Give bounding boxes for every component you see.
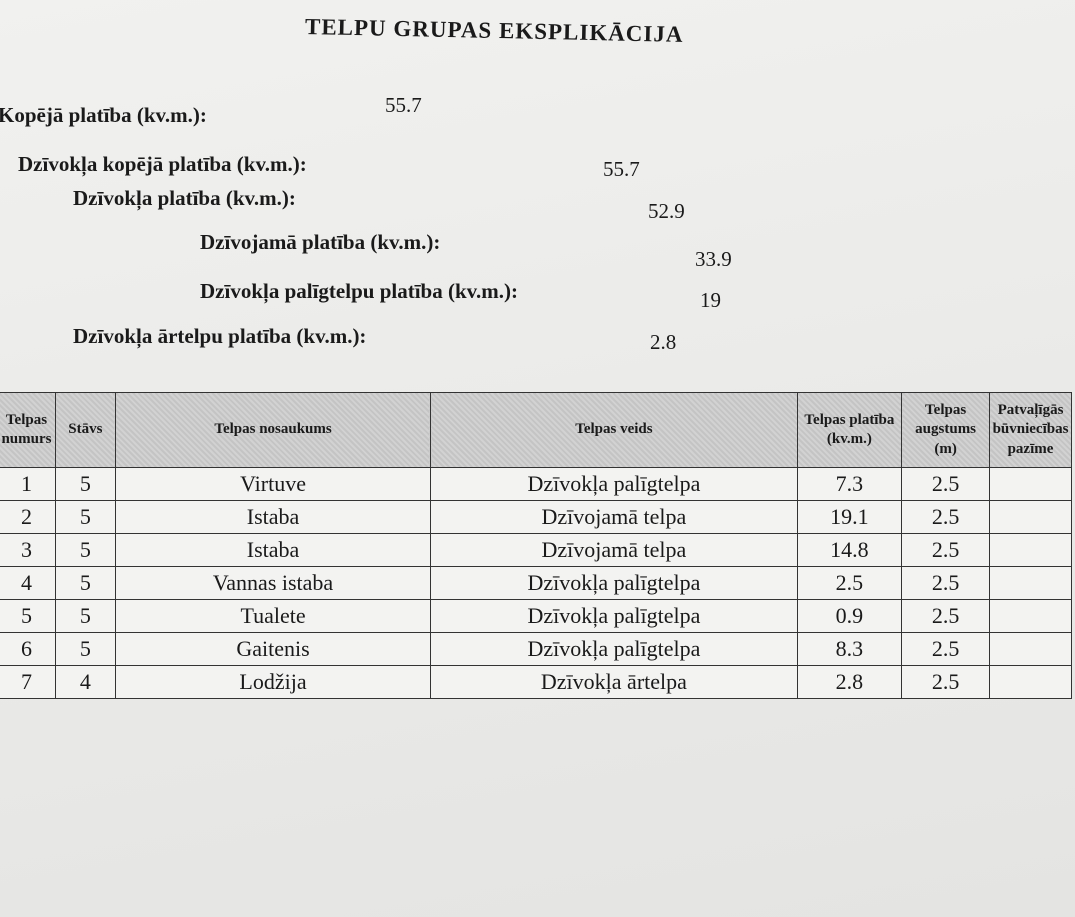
summary-value: 52.9 — [648, 199, 685, 223]
summary-label: Dzīvokļa platība (kv.m.): — [73, 186, 296, 210]
table-row: 5 5 Tualete Dzīvokļa palīgtelpa 0.9 2.5 — [0, 599, 1072, 633]
table-cell: Dzīvokļa ārtelpa — [430, 665, 798, 699]
summary-value: 55.7 — [603, 157, 640, 181]
title: TELPU GRUPAS EKSPLIKĀCIJA — [304, 14, 684, 47]
summary-label: Kopējā platība (kv.m.): — [0, 103, 207, 127]
table-cell: Dzīvokļa palīgtelpa — [430, 566, 798, 600]
table-body: 1 5 Virtuve Dzīvokļa palīgtelpa 7.3 2.5 2 5 Ista… — [0, 467, 1072, 699]
table-cell: 19.1 — [796, 500, 903, 534]
summary-label: Dzīvokļa palīgtelpu platība (kv.m.): — [200, 279, 518, 303]
table-cell: Dzīvojamā telpa — [430, 500, 798, 534]
table-cell: 4 — [54, 665, 116, 699]
table-cell: 3 — [0, 533, 56, 567]
table-cell: 0.9 — [796, 599, 903, 633]
table-cell: 5 — [54, 533, 116, 567]
column-header: Telpas numurs — [0, 392, 56, 468]
table-cell: 2.5 — [901, 467, 991, 501]
table-cell: 5 — [54, 500, 116, 534]
table-row: 2 5 Istaba Dzīvojamā telpa 19.1 2.5 — [0, 500, 1072, 534]
table-cell: 2.5 — [901, 566, 991, 600]
table-cell: 2 — [0, 500, 56, 534]
column-header: Telpas platība (kv.m.) — [796, 392, 903, 468]
table-cell: Dzīvokļa palīgtelpa — [430, 632, 798, 666]
header-row: Telpas numurs Stāvs Telpas nosaukums Telpas… — [0, 392, 1072, 468]
table-cell: 6 — [0, 632, 56, 666]
table-cell: 8.3 — [796, 632, 903, 666]
table-cell: 2.5 — [901, 500, 991, 534]
room-table: Telpas numurs Stāvs Telpas nosaukums Telpas… — [0, 392, 1072, 699]
empty-cell — [989, 632, 1072, 666]
column-header: Telpas veids — [430, 392, 798, 468]
column-header: Telpas nosaukums — [114, 392, 432, 468]
table-cell: Virtuve — [114, 467, 432, 501]
table-cell: 2.5 — [901, 665, 991, 699]
table-cell: Dzīvojamā telpa — [430, 533, 798, 567]
summary-label: Dzīvojamā platība (kv.m.): — [200, 230, 441, 254]
table-cell: 5 — [54, 566, 116, 600]
empty-cell — [989, 599, 1072, 633]
empty-cell — [989, 566, 1072, 600]
table-cell: Dzīvokļa palīgtelpa — [430, 599, 798, 633]
table-cell: 5 — [54, 599, 116, 633]
table-row: 7 4 Lodžija Dzīvokļa ārtelpa 2.8 2.5 — [0, 665, 1072, 699]
column-header: Patvaļīgās būvniecības pazīme — [989, 392, 1072, 468]
table-cell: Vannas istaba — [114, 566, 432, 600]
table-row: 3 5 Istaba Dzīvojamā telpa 14.8 2.5 — [0, 533, 1072, 567]
summary-value: 2.8 — [650, 330, 677, 354]
table-cell: 5 — [0, 599, 56, 633]
table-cell: 2.8 — [796, 665, 903, 699]
table-cell: 2.5 — [901, 533, 991, 567]
empty-cell — [989, 500, 1072, 534]
table-row: 1 5 Virtuve Dzīvokļa palīgtelpa 7.3 2.5 — [0, 467, 1072, 501]
table-cell: 7 — [0, 665, 56, 699]
column-header: Telpas augstums (m) — [901, 392, 991, 468]
empty-cell — [989, 533, 1072, 567]
summary-label: Dzīvokļa kopējā platība (kv.m.): — [18, 152, 307, 176]
table-cell: 2.5 — [901, 632, 991, 666]
empty-cell — [989, 665, 1072, 699]
table-cell: Istaba — [114, 500, 432, 534]
table-row: 6 5 Gaitenis Dzīvokļa palīgtelpa 8.3 2.5 — [0, 632, 1072, 666]
summary-value: 55.7 — [385, 93, 422, 117]
summary-value: 33.9 — [695, 247, 732, 271]
table-cell: 7.3 — [796, 467, 903, 501]
table-cell: Tualete — [114, 599, 432, 633]
table-cell: Gaitenis — [114, 632, 432, 666]
empty-cell — [989, 467, 1072, 501]
summary-value: 19 — [700, 288, 721, 312]
summary-label: Dzīvokļa ārtelpu platība (kv.m.): — [73, 324, 367, 348]
table-cell: 5 — [54, 467, 116, 501]
table-cell: Lodžija — [114, 665, 432, 699]
table-cell: 14.8 — [796, 533, 903, 567]
column-header: Stāvs — [54, 392, 116, 468]
table-cell: 1 — [0, 467, 56, 501]
table-cell: Istaba — [114, 533, 432, 567]
table-cell: 4 — [0, 566, 56, 600]
table-row: 4 5 Vannas istaba Dzīvokļa palīgtelpa 2.5 2.5 — [0, 566, 1072, 600]
table-cell: 5 — [54, 632, 116, 666]
table-cell: 2.5 — [901, 599, 991, 633]
table-cell: 2.5 — [796, 566, 903, 600]
table-cell: Dzīvokļa palīgtelpa — [430, 467, 798, 501]
